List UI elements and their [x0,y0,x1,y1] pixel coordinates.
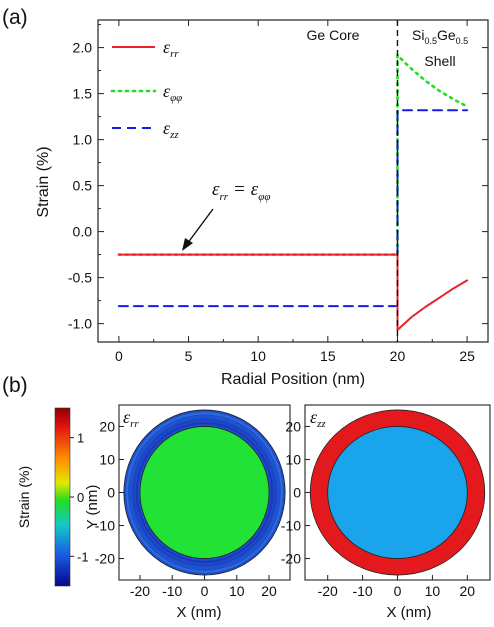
map-x-tick-label: 10 [425,583,441,599]
x-tick-label: 10 [250,348,266,364]
x-tick-label: 20 [390,348,406,364]
shell-label-ge: Ge [437,27,456,43]
annotation-arrow-shaft [186,208,214,245]
y-tick-label: 1.5 [73,86,93,102]
map-x-tick-label: -10 [162,583,182,599]
panel-a-label: (a) [2,6,28,29]
annotation-text: εrr = εφφ [212,179,270,203]
map-x-tick-label: 0 [201,583,209,599]
panel-b: (b) 10-1 Strain (%) -20-20-10-1000101020… [2,374,491,621]
legend: εrr εφφ εzz [110,37,182,141]
legend-label-ezz: εzz [163,118,179,141]
map-y-tick-label: 10 [285,451,301,467]
shell-contour [125,412,284,573]
shell-label-line2: Shell [424,53,455,69]
panel-b-label: (b) [2,374,28,397]
colorbar-tick-label: 1 [77,431,84,446]
map-y-axis-label: Y (nm) [84,485,101,530]
equality-annotation: εrr = εφφ [182,179,270,251]
annotation-arrow-head [182,238,193,251]
shell-contour [132,418,277,567]
legend-label-ephph: εφφ [163,81,182,104]
y-tick-label: 1.0 [73,132,93,148]
shell-label-si-sub: 0.5 [424,36,437,46]
x-tick-label: 25 [459,348,475,364]
core-region [139,426,270,559]
plot-axes: -1.0 -0.5 0.0 0.5 1.0 1.5 2.0 0 5 10 15 20 25 [68,19,489,364]
map-y-tick-label: 0 [293,485,301,501]
map2-x-axis-label: X (nm) [387,604,432,621]
map-y-tick-label: 20 [99,418,115,434]
map-x-tick-label: -20 [318,583,338,599]
map2-title: εzz [310,407,326,430]
x-tick-label: 15 [320,348,336,364]
y-tick-label: 0.0 [73,224,93,240]
colorbar-ticks: 1 0 -1 [70,431,89,564]
y-axis-label: Strain (%) [35,146,52,217]
map-x-tick-label: -10 [352,583,372,599]
panel-a: (a) Strain (%) Radial Position (nm) -1.0… [2,6,489,388]
map1-title: εrr [123,407,139,430]
shell-label: Si0.5Ge0.5 [412,27,468,46]
map-x-tick-label: 20 [460,583,476,599]
colorbar [54,407,71,587]
x-axis-label: Radial Position (nm) [221,371,365,388]
strain-map-ezz: -20 -20 -10 -10 0 0 10 10 20 20 [281,404,491,599]
map-y-tick-label: -20 [281,551,301,567]
core-label: Ge Core [307,27,360,43]
map-x-tick-label: 20 [261,583,277,599]
y-tick-label: -1.0 [68,316,92,332]
map-x-tick-label: 0 [394,583,402,599]
map-y-tick-label: -10 [95,518,115,534]
series-line-e-φφ [117,53,469,256]
map-y-tick-label: 20 [285,418,301,434]
map-y-tick-label: 10 [99,451,115,467]
map-y-tick-label: 0 [107,485,115,501]
map-x-tick-label: -20 [130,583,150,599]
map-x-tick-label: 10 [229,583,245,599]
series-layer [117,53,469,331]
shell-contour [129,415,280,570]
y-tick-label: -0.5 [68,270,92,286]
shell-contour [135,422,274,563]
y-tick-label: 2.0 [73,40,93,56]
y-tick-label: 0.5 [73,178,93,194]
series-line-e-zz [117,109,469,308]
x-tick-label: 5 [185,348,193,364]
map-y-tick-label: -10 [281,518,301,534]
shell-label-ge-sub: 0.5 [456,36,469,46]
colorbar-tick-label: 0 [77,490,84,505]
shell-label-si: Si [412,27,424,43]
core-region [327,426,468,559]
map-y-tick-label: -20 [95,551,115,567]
x-tick-label: 0 [115,348,123,364]
legend-label-err: εrr [163,37,179,60]
series-line-e-rr [117,253,469,331]
map1-x-axis-label: X (nm) [177,604,222,621]
strain-map-err: -20 -20 -10 -10 0 0 10 10 20 20 [95,404,291,599]
colorbar-tick-label: -1 [77,549,89,564]
colorbar-label: Strain (%) [16,466,32,528]
